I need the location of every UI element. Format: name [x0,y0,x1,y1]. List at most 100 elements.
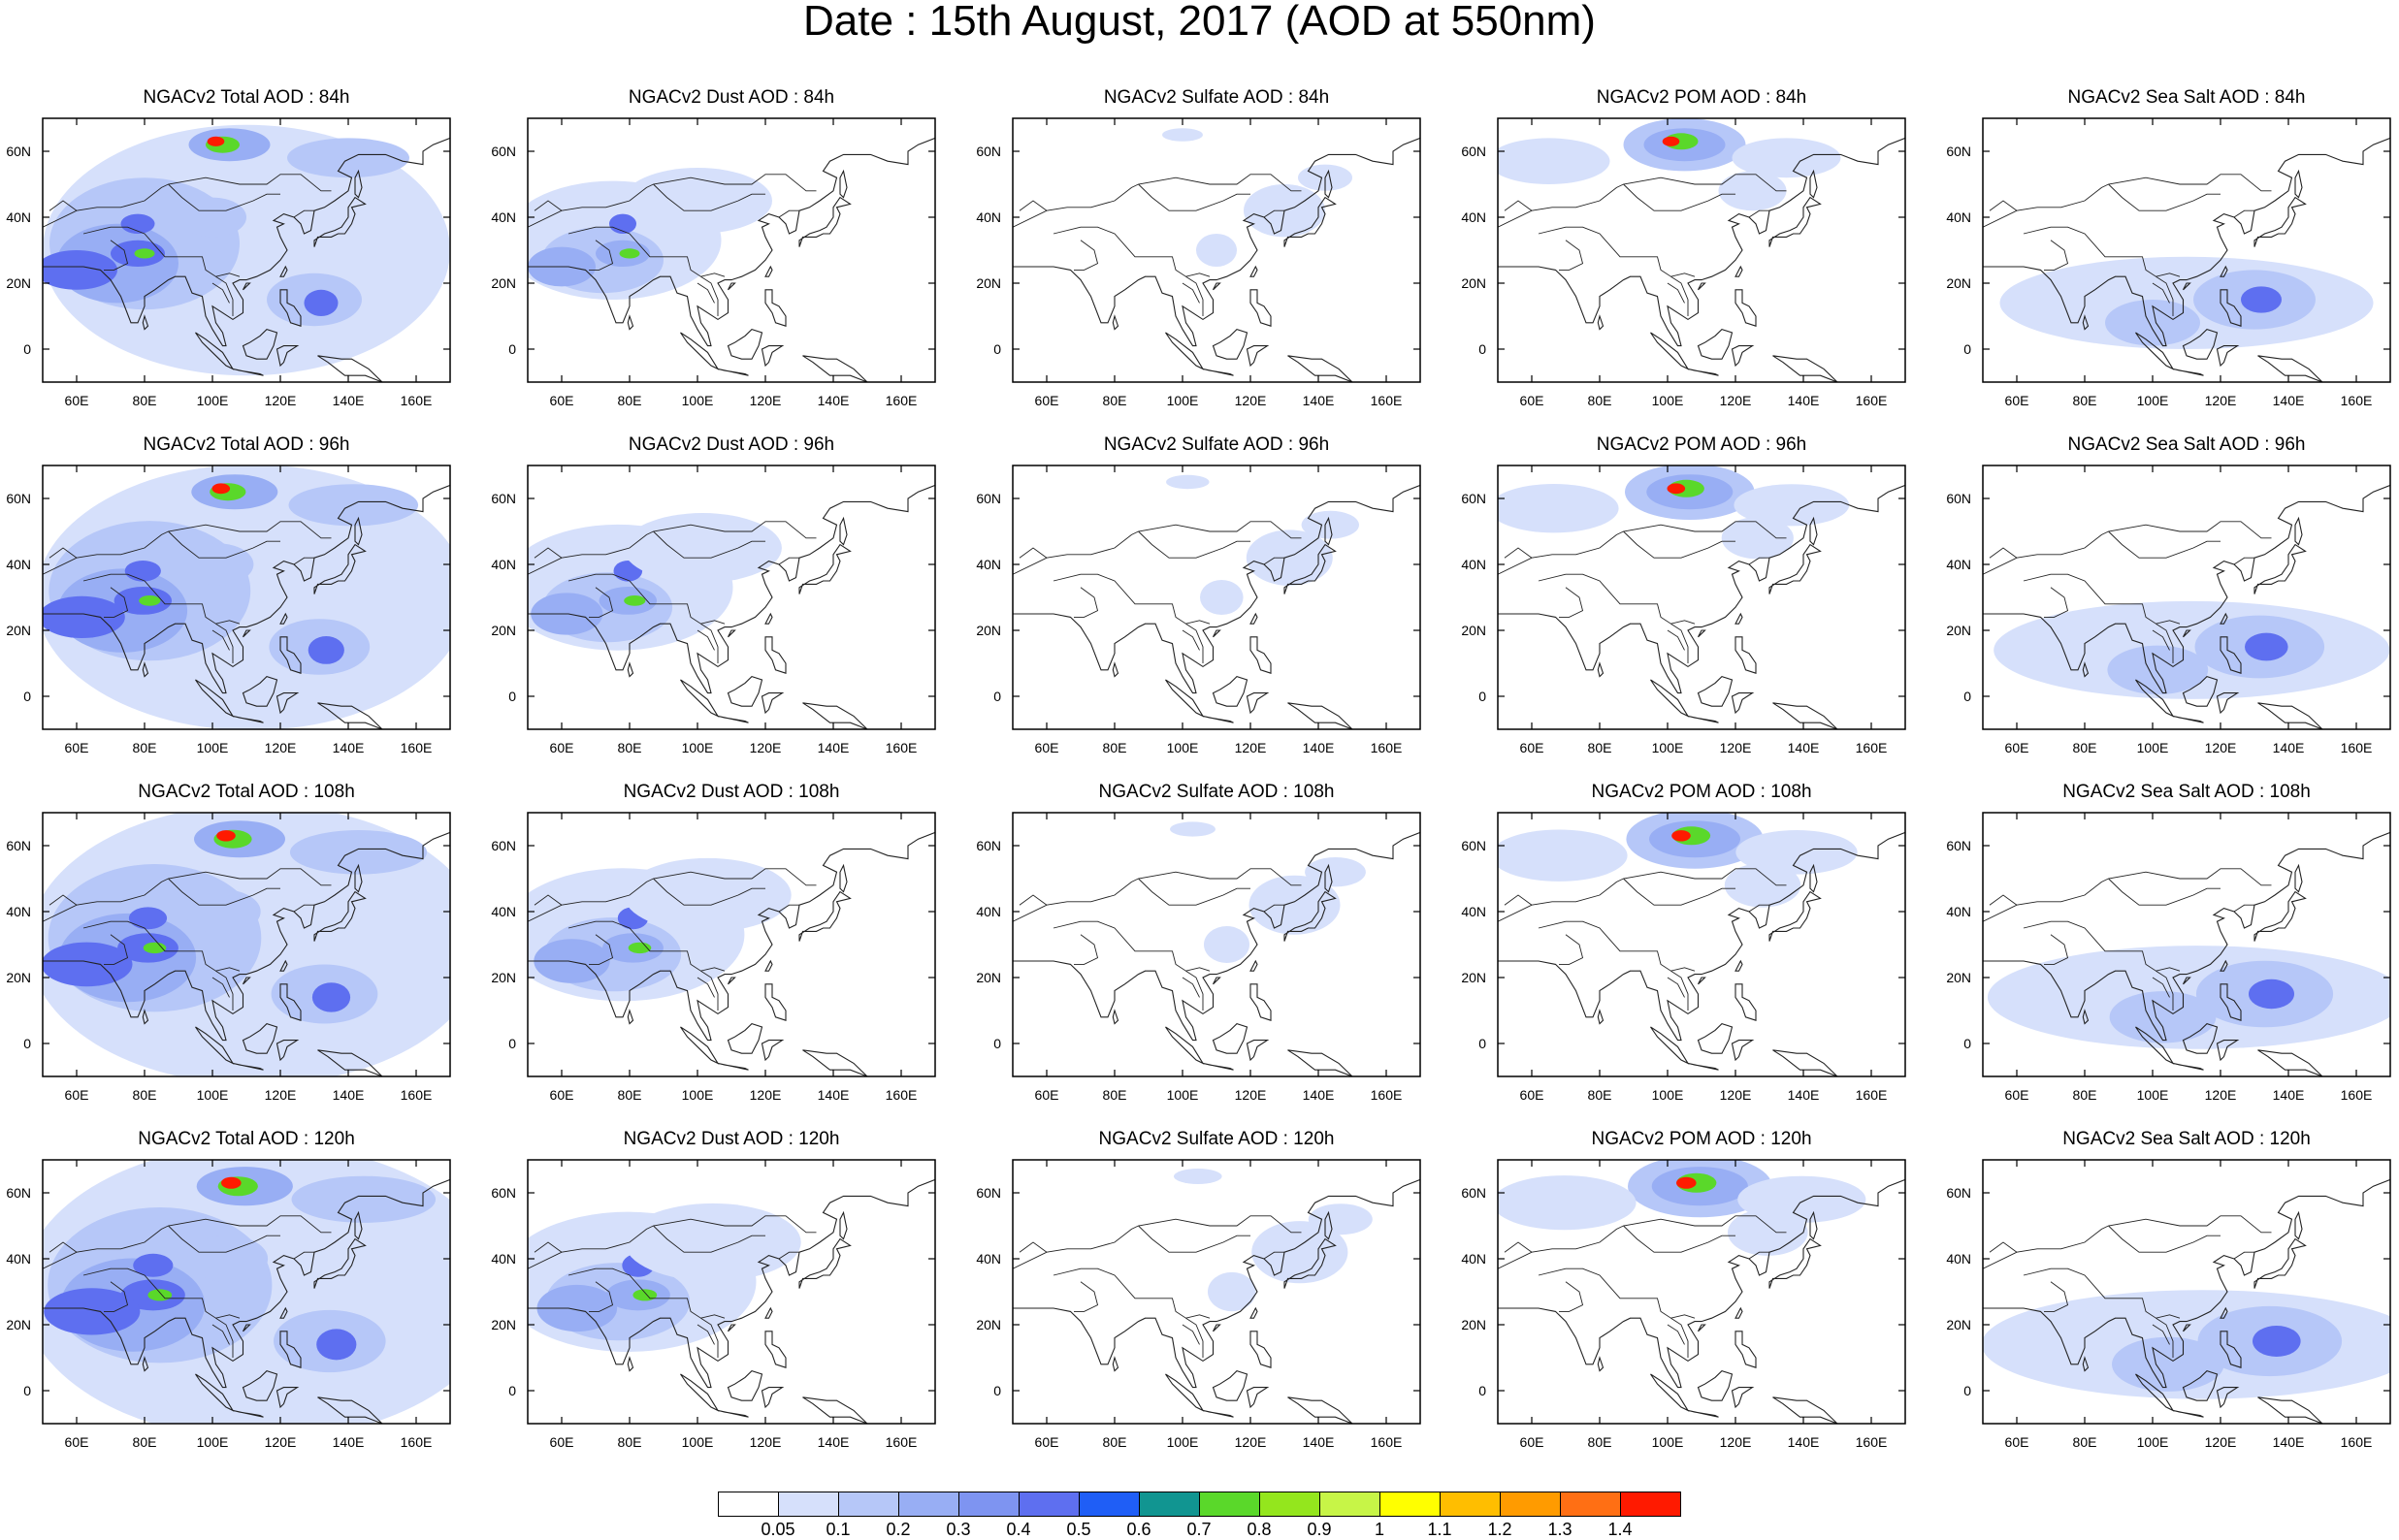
coastline [279,265,288,277]
coastline [1772,355,1838,382]
lon-tick-label: 80E [1588,1087,1612,1103]
aod-blob [1662,136,1680,146]
coastline [276,1387,300,1409]
lon-tick-label: 160E [401,740,433,755]
map-frame [527,117,936,383]
lon-tick-label: 140E [2273,393,2305,408]
aod-blob [291,1175,437,1223]
country-border [2152,977,2170,998]
coastline [680,679,720,718]
country-border [534,547,563,559]
aod-blob [1246,529,1333,586]
lat-tick-label: 60N [976,838,1001,853]
coastline [354,516,363,546]
lon-tick-label: 60E [550,740,574,755]
lon-tick-label: 140E [1303,393,1335,408]
aod-blob [536,1284,618,1332]
coastline [243,1324,251,1332]
coastline [2172,1409,2204,1418]
lon-tick-label: 80E [133,1434,157,1450]
panel-title: NGACv2 Sea Salt AOD : 96h [2067,434,2306,455]
country-border [1263,904,1284,913]
lon-tick-label: 100E [1167,740,1199,755]
aod-blob [120,213,155,234]
lat-tick-label: 40N [6,557,31,572]
country-border [1138,530,1250,559]
aod-map: 60E 80E 100E 120E 140E 160E 60N 40N 20N 0 [491,465,936,755]
coastline [717,715,749,723]
coastline [727,1369,763,1401]
lon-tick-label: 160E [2341,1434,2373,1450]
country-border [1667,977,1685,998]
figure-title: Date : 15th August, 2017 (AOD at 550nm) [803,0,1596,45]
lon-tick-label: 120E [265,1434,297,1450]
coastline [1287,1396,1353,1424]
coastline [232,1062,264,1071]
map-frame [1982,117,2391,383]
lon-tick-label: 80E [1588,393,1612,408]
coastline [1013,1160,1420,1389]
country-border [1670,275,1689,316]
country-border [215,275,234,316]
coastline [1734,612,1743,625]
map-panel: NGACv2 Sulfate AOD : 120h 60E 80E 100E 120E 1… [970,1129,1455,1476]
colorbar-label: 0.7 [1186,1520,1212,1539]
map-frame [1012,117,1421,383]
map-panel: NGACv2 Sea Salt AOD : 108h 60E 80E 100E 120E… [1940,782,2399,1129]
coastline [195,332,235,370]
coastline [1597,314,1605,331]
aod-blob [1174,1169,1222,1184]
lat-tick-label: 20N [491,1317,516,1332]
coastline [627,1356,634,1372]
country-border [1053,920,1211,972]
country-border [1138,878,1250,906]
map-panel: NGACv2 Sea Salt AOD : 84h 60E 80E 100E 120E 1… [1940,87,2399,434]
aod-blob [2105,300,2200,346]
coastline [1287,355,1353,382]
aod-blob [316,1329,357,1361]
map-frame [1012,1159,1421,1425]
country-border [1559,1281,1584,1312]
coastline [2082,661,2090,678]
lat-tick-label: 40N [1946,557,1971,572]
coastline [1324,863,1333,893]
country-border [1748,209,1769,218]
coastline [1734,983,1757,1021]
coastline [2183,629,2191,638]
lon-tick-label: 120E [2205,1087,2237,1103]
country-border [778,904,799,913]
country-border [2152,282,2170,304]
colorbar-swatch [1199,1492,1260,1517]
lon-tick-label: 60E [550,1434,574,1450]
aod-map: 60E 80E 100E 120E 140E 160E 60N 40N 20N 0 [976,465,1421,755]
colorbar: 0.05 0.1 0.2 0.3 0.4 0.5 0.6 0.7 0.8 0.9 1 1.1 1.2 1.… [718,1492,1681,1539]
lat-tick-label: 20N [1461,623,1486,638]
country-border [589,934,614,965]
lon-tick-label: 100E [197,1087,229,1103]
country-border [1989,894,2018,906]
coastline [1165,1373,1205,1412]
lon-tick-label: 60E [1520,393,1544,408]
coastline [1731,1387,1755,1409]
country-border [567,573,726,625]
aod-blob [143,942,167,954]
coastline [680,1026,720,1065]
country-border [1013,868,1302,922]
coastline [1213,282,1221,291]
coastline [680,1373,720,1412]
lat-tick-label: 0 [23,1383,31,1398]
country-border [1538,920,1696,972]
country-border [2044,240,2069,271]
lat-tick-label: 60N [1461,144,1486,159]
country-border [293,1251,314,1260]
lon-tick-label: 60E [65,393,89,408]
lon-tick-label: 120E [265,1087,297,1103]
coastline [2183,1324,2191,1332]
lon-tick-label: 100E [197,393,229,408]
coastline [1768,196,1822,247]
country-border [1983,868,2272,922]
lon-tick-label: 160E [886,393,918,408]
coastline [798,196,852,247]
coastline [1983,465,2390,694]
colorbar-swatch [778,1492,839,1517]
